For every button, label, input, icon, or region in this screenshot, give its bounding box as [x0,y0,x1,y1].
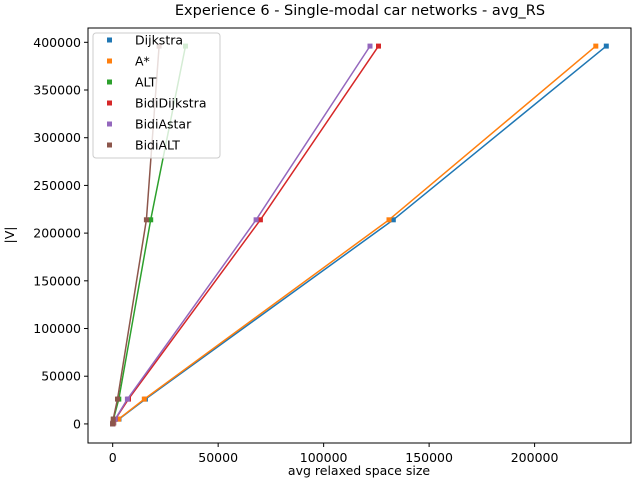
data-point [257,217,263,223]
data-point [141,396,147,402]
data-point [603,43,609,49]
y-tick-label: 150000 [33,273,81,288]
y-tick-label: 350000 [33,83,81,98]
legend-label: A* [135,54,150,69]
y-tick-label: 250000 [33,178,81,193]
legend-marker [107,142,112,148]
y-tick-label: 0 [73,416,81,431]
y-axis: 0 50000 100000 150000 200000 250000 300000 3500… [33,35,88,431]
data-point [124,396,130,402]
x-tick-label: 200000 [511,450,559,465]
data-point [386,217,392,223]
series-layer [110,43,609,427]
legend-label: Dijkstra [135,33,183,48]
legend-marker [107,121,112,127]
data-point [367,43,373,49]
y-tick-label: 200000 [33,226,81,241]
legend-label: ALT [135,75,157,90]
y-tick-label: 400000 [33,35,81,50]
data-point [376,43,381,49]
legend-marker [107,79,112,85]
data-point [148,217,154,223]
legend-marker [107,100,112,106]
x-tick-label: 50000 [198,450,238,465]
legend-label: BidiAstar [135,117,192,132]
x-axis-title: avg relaxed space size [288,463,430,478]
y-tick-label: 50000 [41,369,81,384]
plot-frame [87,27,632,444]
data-point [116,416,122,422]
chart-title: Experience 6 - Single-modal car networks… [175,3,545,19]
legend-marker [107,37,112,43]
legend: Dijkstra A* ALT BidiDijkstra BidiAstar BidiAL… [92,32,221,159]
x-tick-label: 100000 [300,450,348,465]
y-tick-label: 300000 [33,130,81,145]
data-point [253,217,259,223]
data-point [115,396,120,402]
data-point [110,420,116,426]
legend-label: BidiALT [135,138,180,153]
x-tick-label: 150000 [405,450,453,465]
legend-marker [107,58,112,64]
data-point [110,416,116,422]
legend-label: BidiDijkstra [135,96,206,111]
x-axis: 0 50000 100000 150000 200000 [109,443,559,465]
data-point [390,217,396,223]
data-point [593,43,599,49]
legend-box [92,32,221,159]
data-point [143,217,149,223]
y-axis-title: |V| [2,227,17,244]
x-tick-label: 0 [109,450,117,465]
y-tick-label: 100000 [33,321,81,336]
